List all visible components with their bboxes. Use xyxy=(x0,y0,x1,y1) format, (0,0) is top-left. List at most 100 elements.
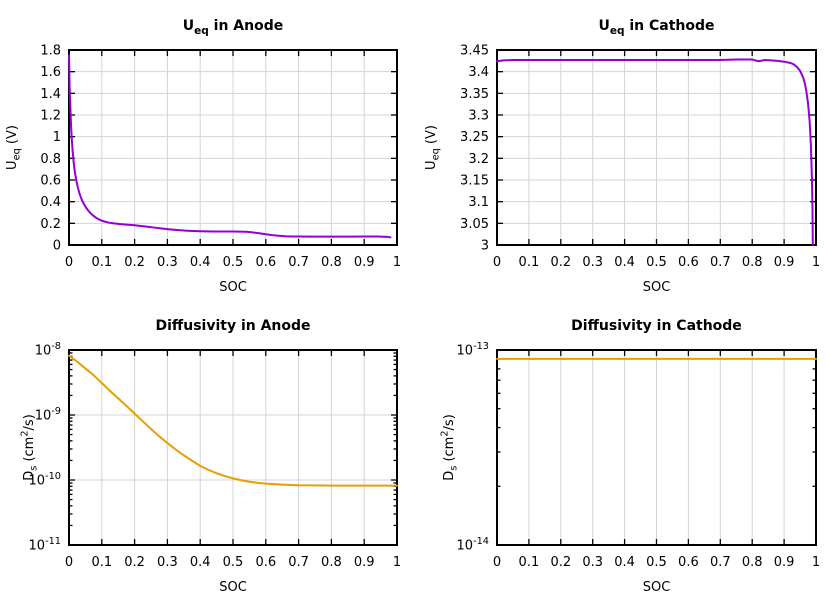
x-tick-label: 0.6 xyxy=(678,555,699,570)
y-tick-label: 3.4 xyxy=(468,65,489,80)
y-tick-label: 3.1 xyxy=(468,195,489,210)
y-tick-label: 3.45 xyxy=(460,44,489,59)
x-tick-label: 0.9 xyxy=(354,555,375,570)
y-tick-label: 3.3 xyxy=(468,109,489,124)
x-axis-label: SOC xyxy=(219,580,247,595)
x-tick-label: 0.4 xyxy=(190,555,211,570)
y-tick-label: 3.2 xyxy=(468,152,489,167)
chart-title: Ueq in Anode xyxy=(183,18,283,37)
grid-lines xyxy=(69,50,397,245)
x-tick-label: 0.5 xyxy=(223,555,244,570)
chart-diffusivity-cathode: Diffusivity in Cathode 0 0.1 0.2 0.3 0.4 0.5 0.… xyxy=(420,300,840,600)
x-tick-label: 0.3 xyxy=(582,555,603,570)
x-tick-label: 1 xyxy=(393,555,401,570)
x-tick-label: 0.1 xyxy=(519,255,540,270)
x-tick-label: 0.2 xyxy=(550,555,571,570)
y-tick-label: 0.4 xyxy=(40,195,61,210)
plot-svg: Ueq in Anode 0 0.1 0.2 0.3 0.4 0.5 0.6 0.7 0.8 0.9… xyxy=(5,18,401,295)
x-tick-label: 0.2 xyxy=(124,255,145,270)
x-tick-label: 0 xyxy=(65,255,73,270)
y-tick-label: 1.6 xyxy=(40,65,61,80)
grid-lines xyxy=(528,350,785,545)
x-tick-label: 0.4 xyxy=(614,255,635,270)
y-tick-label: 0.2 xyxy=(40,217,61,232)
x-tick-label: 0.6 xyxy=(255,555,276,570)
tick-marks xyxy=(68,49,398,246)
x-axis-label: SOC xyxy=(643,280,671,295)
x-tick-label: 0.5 xyxy=(646,255,667,270)
grid-lines xyxy=(69,350,397,545)
grid-lines xyxy=(497,50,816,245)
x-tick-label: 0.4 xyxy=(190,255,211,270)
y-tick-label: 3 xyxy=(481,239,489,254)
chart-ueq-cathode: Ueq in Cathode 0 0.1 0.2 0.3 0.4 0.5 0.6 0.7 0.8 0… xyxy=(420,0,840,300)
y-tick-label: 1.4 xyxy=(40,87,61,102)
x-tick-label: 0.9 xyxy=(774,255,795,270)
x-tick-label: 0.7 xyxy=(288,555,309,570)
y-tick-label: 3.15 xyxy=(460,174,489,189)
x-tick-label: 0.6 xyxy=(678,255,699,270)
x-axis-label: SOC xyxy=(219,280,247,295)
x-tick-label: 0.9 xyxy=(774,555,795,570)
chart-diffusivity-anode: Diffusivity in Anode 0 0.1 0.2 0.3 0.4 0.5 0.6 0… xyxy=(0,300,420,600)
x-tick-label: 0.1 xyxy=(91,255,112,270)
y-tick-label: 10-13 xyxy=(457,341,489,359)
x-axis-label: SOC xyxy=(643,580,671,595)
y-axis-label: Ueq (V) xyxy=(424,125,442,170)
series-line xyxy=(496,58,814,246)
tick-marks xyxy=(496,349,817,546)
x-tick-label: 0.2 xyxy=(550,255,571,270)
x-tick-label: 1 xyxy=(393,255,401,270)
x-tick-label: 0.7 xyxy=(288,255,309,270)
y-axis-label: Ds (cm2/s) xyxy=(20,414,40,481)
tick-marks xyxy=(68,349,398,546)
x-tick-label: 0.7 xyxy=(710,555,731,570)
y-tick-label: 0.8 xyxy=(40,152,61,167)
series-line xyxy=(68,354,398,487)
x-tick-label: 1 xyxy=(812,555,820,570)
x-tick-label: 0.8 xyxy=(742,255,763,270)
tick-marks xyxy=(496,49,817,246)
y-tick-label: 10-8 xyxy=(35,341,61,359)
x-tick-label: 0.4 xyxy=(614,555,635,570)
x-tick-label: 0.3 xyxy=(157,555,178,570)
x-tick-label: 0.8 xyxy=(321,255,342,270)
y-tick-label: 0.6 xyxy=(40,174,61,189)
x-tick-label: 0.1 xyxy=(91,555,112,570)
y-tick-label: 1.2 xyxy=(40,109,61,124)
x-tick-label: 0.5 xyxy=(646,555,667,570)
x-tick-label: 0.1 xyxy=(519,555,540,570)
series-line xyxy=(68,54,392,239)
x-tick-label: 0.5 xyxy=(223,255,244,270)
chart-title: Ueq in Cathode xyxy=(598,18,714,37)
chart-title: Diffusivity in Cathode xyxy=(571,318,742,334)
x-tick-label: 1 xyxy=(812,255,820,270)
y-axis-label: Ds (cm2/s) xyxy=(440,414,460,481)
x-tick-label: 0.8 xyxy=(742,555,763,570)
x-tick-label: 0.3 xyxy=(582,255,603,270)
x-tick-label: 0.9 xyxy=(354,255,375,270)
y-tick-label: 3.25 xyxy=(460,130,489,145)
y-tick-label: 1 xyxy=(53,130,61,145)
plot-svg: Diffusivity in Anode 0 0.1 0.2 0.3 0.4 0.5 0.6 0… xyxy=(20,318,402,595)
y-tick-label: 3.05 xyxy=(460,217,489,232)
y-tick-label: 10-11 xyxy=(29,536,61,554)
y-axis-label: Ueq (V) xyxy=(5,125,23,170)
y-tick-label: 0 xyxy=(53,239,61,254)
plot-svg: Diffusivity in Cathode 0 0.1 0.2 0.3 0.4 0.5 0.… xyxy=(440,318,821,595)
x-tick-label: 0.2 xyxy=(124,555,145,570)
x-tick-label: 0 xyxy=(493,255,501,270)
y-tick-label: 10-9 xyxy=(35,406,61,424)
y-tick-label: 10-14 xyxy=(457,536,489,554)
x-tick-label: 0 xyxy=(493,555,501,570)
y-tick-label: 1.8 xyxy=(40,44,61,59)
y-tick-label: 10-10 xyxy=(29,471,61,489)
x-tick-label: 0.8 xyxy=(321,555,342,570)
x-tick-label: 0 xyxy=(65,555,73,570)
x-tick-label: 0.7 xyxy=(710,255,731,270)
y-tick-label: 3.35 xyxy=(460,87,489,102)
x-tick-label: 0.3 xyxy=(157,255,178,270)
x-tick-label: 0.6 xyxy=(255,255,276,270)
chart-title: Diffusivity in Anode xyxy=(155,318,310,334)
